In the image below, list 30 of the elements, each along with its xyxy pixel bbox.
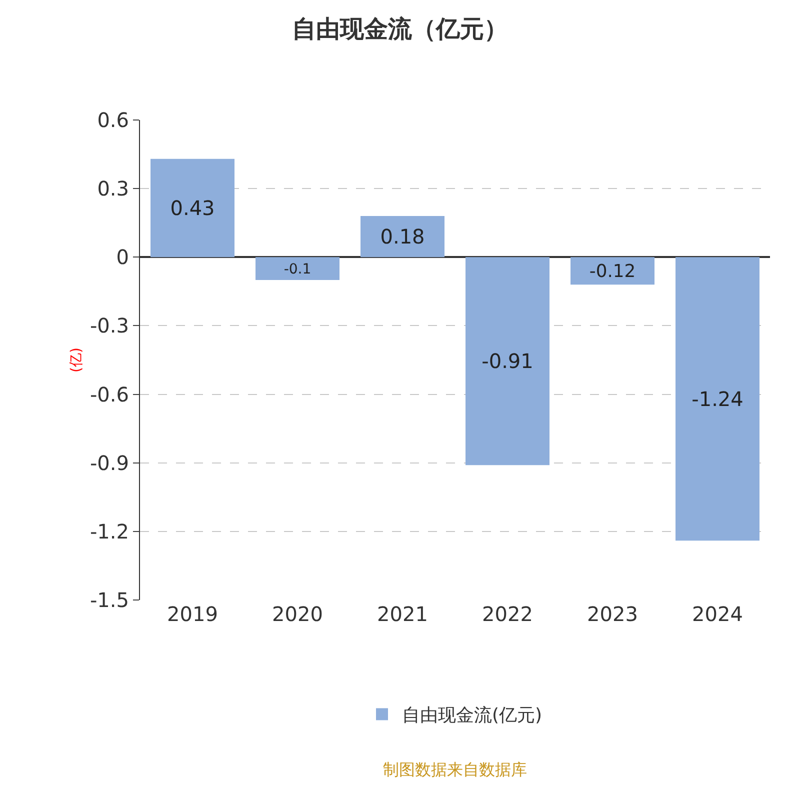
x-tick-label: 2021 <box>377 602 428 626</box>
data-label: -0.91 <box>482 349 534 374</box>
bar <box>676 257 760 541</box>
bar <box>150 158 234 258</box>
legend-label: 自由现金流(亿元) <box>402 705 542 726</box>
data-label: -1.24 <box>692 386 744 411</box>
y-tick-label: -1.5 <box>90 588 129 612</box>
x-tick-label: 2020 <box>272 602 323 626</box>
data-label: -0.12 <box>589 261 636 282</box>
bar <box>466 257 550 466</box>
y-tick-label: -0.9 <box>90 450 129 475</box>
bar <box>256 257 340 280</box>
bar <box>570 257 654 285</box>
x-tick-label: 2019 <box>167 602 218 626</box>
x-tick-label: 2024 <box>692 602 743 626</box>
data-label: -0.1 <box>284 261 312 278</box>
chart-title: 自由现金流（亿元） <box>292 14 508 43</box>
y-tick-label: -0.3 <box>90 314 129 338</box>
x-tick-label: 2022 <box>482 602 533 626</box>
y-tick-label: 0.6 <box>97 108 129 132</box>
data-label: 0.43 <box>170 196 215 220</box>
y-tick-label: 0 <box>116 245 129 270</box>
x-tick-label: 2023 <box>587 602 638 626</box>
text: 制图数据来自数据库 <box>383 760 527 779</box>
data-label: 0.18 <box>380 224 425 249</box>
y-axis-title: (亿) <box>68 348 85 372</box>
bar <box>360 216 444 258</box>
y-tick-label: -1.2 <box>90 519 129 544</box>
y-tick-label: -0.6 <box>90 382 129 406</box>
y-tick-label: 0.3 <box>97 176 129 201</box>
